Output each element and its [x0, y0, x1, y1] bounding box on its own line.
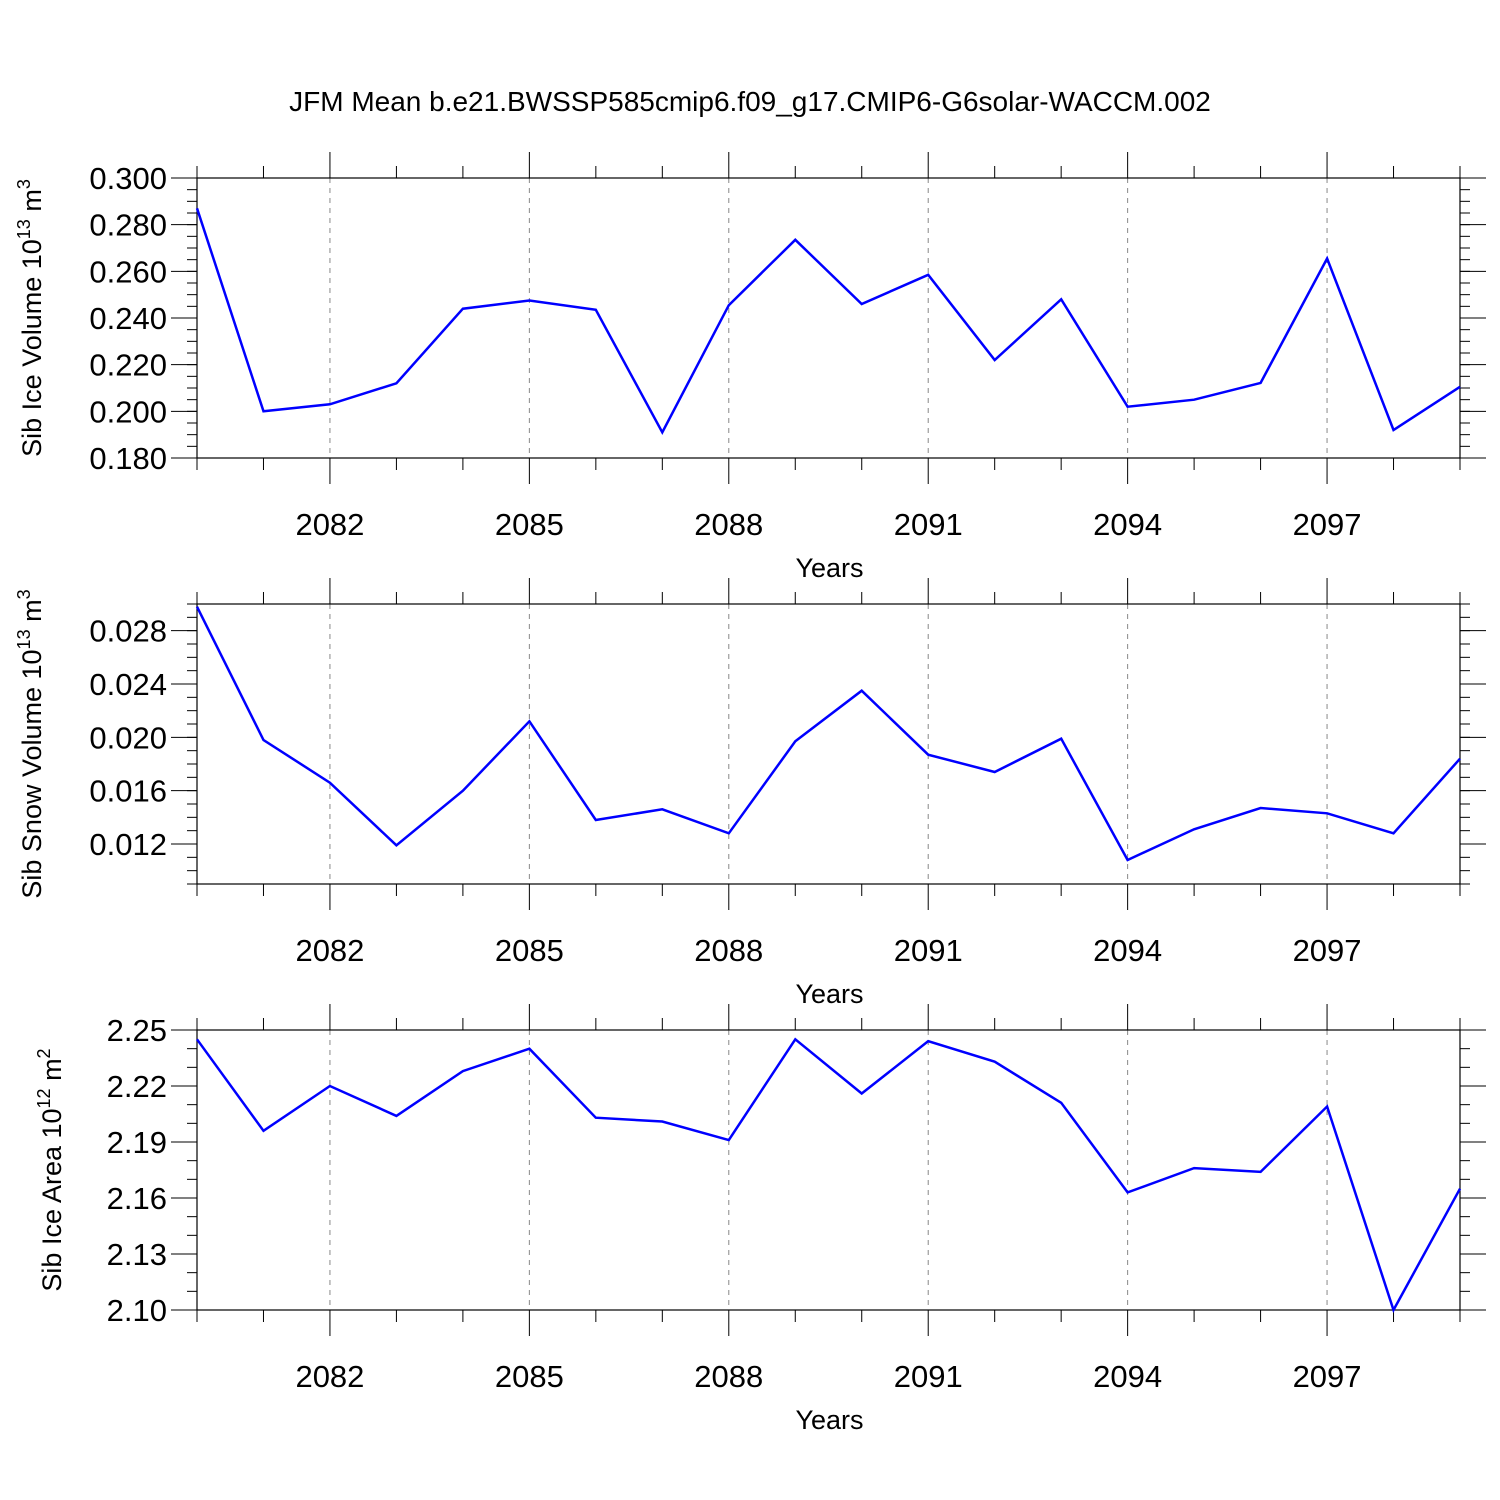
x-tick-label: 2082 — [295, 1359, 364, 1394]
y-axis-label: Sib Ice Volume 1013 m3 — [14, 179, 47, 457]
y-tick-label: 0.020 — [89, 720, 167, 755]
y-tick-label: 0.028 — [89, 614, 167, 649]
x-tick-label: 2091 — [894, 1359, 963, 1394]
y-axis-label: Sib Snow Volume 1013 m3 — [14, 589, 47, 898]
x-tick-label: 2094 — [1093, 1359, 1162, 1394]
series-line — [195, 1037, 1462, 1314]
y-tick-label: 2.19 — [107, 1125, 167, 1160]
x-axis-label: Years — [795, 553, 863, 583]
series-line — [195, 606, 1461, 862]
x-axis-label: Years — [795, 979, 863, 1009]
y-tick-label: 0.016 — [89, 774, 167, 809]
y-tick-label: 0.240 — [89, 301, 167, 336]
y-tick-label: 0.220 — [89, 348, 167, 383]
y-axis-label: Sib Ice Area 1012 m2 — [34, 1048, 67, 1291]
x-tick-label: 2091 — [894, 933, 963, 968]
y-tick-label: 0.024 — [89, 667, 167, 702]
x-tick-label: 2094 — [1093, 507, 1162, 542]
y-tick-label: 0.012 — [89, 827, 167, 862]
x-tick-label: 2082 — [295, 507, 364, 542]
y-tick-label: 2.10 — [107, 1293, 167, 1328]
y-tick-label: 0.300 — [89, 161, 167, 196]
plot-frame — [196, 177, 1461, 459]
plot-frame — [196, 603, 1461, 885]
x-tick-label: 2085 — [495, 1359, 564, 1394]
plot-frame — [196, 1029, 1461, 1311]
panel-1: 0.180 0.200 0.220 0.240 0.260 0.280 0.300 2082 2… — [14, 152, 1486, 583]
y-tick-label: 2.16 — [107, 1181, 167, 1216]
x-tick-label: 2088 — [694, 1359, 763, 1394]
y-tick-label: 0.280 — [89, 208, 167, 243]
x-tick-label: 2097 — [1293, 1359, 1362, 1394]
series-line — [195, 207, 1461, 435]
y-tick-label: 0.200 — [89, 394, 167, 429]
panel-3: 2.10 2.13 2.16 2.19 2.22 2.25 2082 2085 2088 2091… — [34, 1004, 1486, 1435]
panel-2: 0.012 0.016 0.020 0.024 0.028 2082 2085 2088 209… — [14, 578, 1486, 1009]
y-tick-label: 2.13 — [107, 1237, 167, 1272]
y-tick-label: 2.25 — [107, 1013, 167, 1048]
x-tick-label: 2094 — [1093, 933, 1162, 968]
x-tick-label: 2088 — [694, 507, 763, 542]
x-tick-label: 2097 — [1293, 933, 1362, 968]
x-axis-label: Years — [795, 1405, 863, 1435]
x-tick-label: 2091 — [894, 507, 963, 542]
x-tick-label: 2088 — [694, 933, 763, 968]
figure-title: JFM Mean b.e21.BWSSP585cmip6.f09_g17.CMI… — [289, 86, 1211, 117]
y-tick-label: 2.22 — [107, 1069, 167, 1104]
x-tick-label: 2085 — [495, 507, 564, 542]
y-tick-label: 0.180 — [89, 441, 167, 476]
x-tick-label: 2082 — [295, 933, 364, 968]
x-tick-label: 2097 — [1293, 507, 1362, 542]
y-tick-label: 0.260 — [89, 254, 167, 289]
x-tick-label: 2085 — [495, 933, 564, 968]
